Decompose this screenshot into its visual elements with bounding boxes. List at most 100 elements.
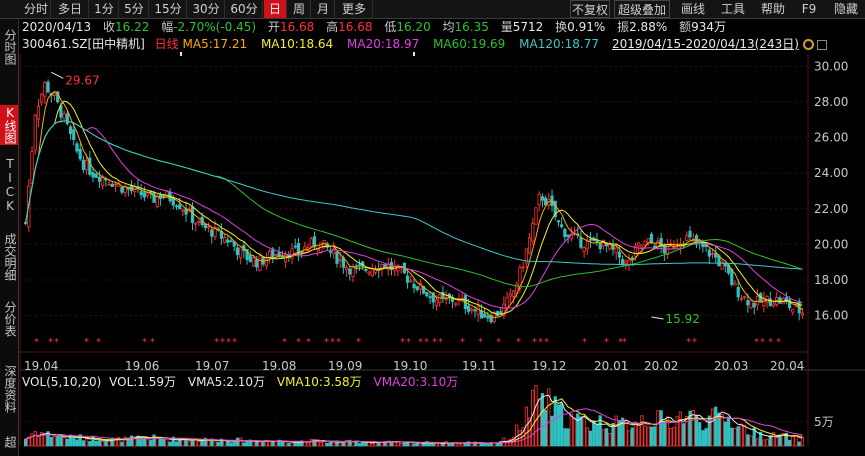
volume-bar	[36, 436, 41, 447]
volume-bar	[174, 441, 179, 447]
event-star-icon: *	[282, 337, 287, 348]
volume-bar	[685, 415, 689, 447]
candle-body	[499, 311, 503, 314]
candle-body	[328, 251, 333, 253]
volume-bar	[399, 442, 403, 447]
volume-bar	[152, 434, 156, 447]
left-tab-0[interactable]: 分时图	[3, 29, 17, 65]
volume-bar	[791, 435, 795, 447]
low-label: 低	[384, 20, 397, 34]
candle-body	[566, 234, 570, 237]
volume-bar	[736, 426, 740, 447]
candle-body	[486, 315, 490, 319]
candle-body	[537, 193, 541, 206]
volume-bar	[778, 434, 782, 447]
toolbar-right-3[interactable]: 工具	[720, 2, 745, 16]
toolbar-right-2[interactable]: 画线	[680, 2, 705, 16]
candle-body	[36, 105, 41, 120]
volume-bar	[200, 440, 204, 447]
period-tab-1[interactable]: 多日	[52, 0, 89, 18]
ma120-value: MA120:18.77	[519, 37, 599, 51]
candle-body	[714, 252, 718, 258]
candle-body	[544, 197, 548, 206]
candle-body	[431, 292, 435, 303]
candle-body	[197, 220, 201, 223]
period-tab-0[interactable]: 分时	[22, 0, 51, 18]
candle-body	[75, 143, 79, 152]
candle-body	[553, 200, 557, 218]
volume-bar	[88, 441, 92, 447]
volume-bar	[290, 442, 294, 447]
period-tab-9[interactable]: 月	[312, 0, 335, 18]
volume-bar	[441, 443, 445, 447]
y-tick-label: 18.00	[814, 273, 848, 287]
amplitude-label: 振	[617, 20, 630, 34]
left-tab-6[interactable]: 超	[3, 436, 17, 448]
period-tab-7[interactable]: 日	[264, 0, 287, 18]
candle-body	[239, 247, 243, 259]
volume-bar	[149, 439, 153, 447]
vma20-value: VMA20:3.10万	[373, 375, 459, 389]
vol-indicator-label[interactable]: VOL(5,10,20)	[22, 375, 102, 389]
left-tab-1[interactable]: K线图	[0, 105, 18, 145]
candle-body	[194, 222, 198, 225]
period-tab-2[interactable]: 1分	[90, 0, 119, 18]
candle-body	[630, 257, 634, 260]
x-tick-label: 19.07	[195, 359, 229, 373]
period-tab-5[interactable]: 30分	[188, 0, 225, 18]
event-star-icon: *	[582, 337, 587, 348]
candle-body	[145, 192, 150, 196]
ma20-line	[25, 120, 803, 309]
toolbar-right-0[interactable]: 不复权	[570, 0, 610, 18]
candle-body	[621, 259, 625, 266]
left-tab-3[interactable]: 成交明细	[3, 233, 17, 281]
vma10-value: VMA10:3.58万	[276, 375, 362, 389]
candle-body	[749, 300, 753, 309]
change-value: -2.70%(-0.45)	[173, 20, 257, 34]
period-tab-8[interactable]: 周	[288, 0, 311, 18]
x-tick-label: 19.04	[24, 359, 58, 373]
toolbar-right-4[interactable]: 帮助	[760, 2, 785, 16]
lock-icon[interactable]	[816, 39, 827, 50]
volume-bar	[235, 437, 240, 447]
candle-body	[155, 196, 159, 207]
volume-bar	[614, 415, 618, 447]
volume-bar	[550, 415, 554, 447]
amount-label: 额	[679, 20, 692, 34]
event-star-icon: *	[776, 337, 781, 348]
period-tab-10[interactable]: 更多	[336, 0, 373, 18]
settings-gear-icon[interactable]	[802, 39, 814, 50]
left-tab-5[interactable]: 深度资料	[3, 365, 17, 413]
stock-name: [田中精机]	[87, 37, 145, 51]
volume-bar	[794, 434, 798, 447]
candle-body	[627, 259, 631, 266]
volume-bar	[136, 435, 140, 447]
candle-body	[787, 299, 792, 309]
date-range-text[interactable]: 2019/04/15-2020/04/13(243日)	[612, 37, 799, 51]
candle-body	[527, 237, 532, 254]
toolbar-right-6[interactable]: 隐藏	[833, 2, 858, 16]
candle-body	[640, 245, 644, 248]
volume-bar	[797, 441, 801, 447]
volume-bar	[59, 434, 63, 447]
candle-body	[588, 238, 593, 241]
candle-body	[428, 296, 432, 299]
volume-bar	[104, 440, 108, 447]
volume-bar	[316, 439, 320, 447]
toolbar-right-1[interactable]: 超级叠加	[614, 0, 670, 18]
volume-bar	[425, 441, 429, 447]
volume-bar	[598, 415, 602, 447]
left-tab-4[interactable]: 分价表	[3, 301, 17, 337]
left-tab-2[interactable]: TICK	[3, 157, 17, 213]
candle-body	[768, 298, 772, 307]
candle-body	[78, 148, 82, 160]
candle-body	[466, 305, 471, 312]
volume-bar	[309, 438, 313, 447]
candle-body	[184, 208, 188, 215]
period-tab-6[interactable]: 60分	[226, 0, 263, 18]
toolbar-right-5[interactable]: F9	[801, 2, 817, 16]
period-tab-4[interactable]: 15分	[150, 0, 187, 18]
period-tab-3[interactable]: 5分	[120, 0, 149, 18]
kline-type[interactable]: 日线	[154, 37, 179, 51]
